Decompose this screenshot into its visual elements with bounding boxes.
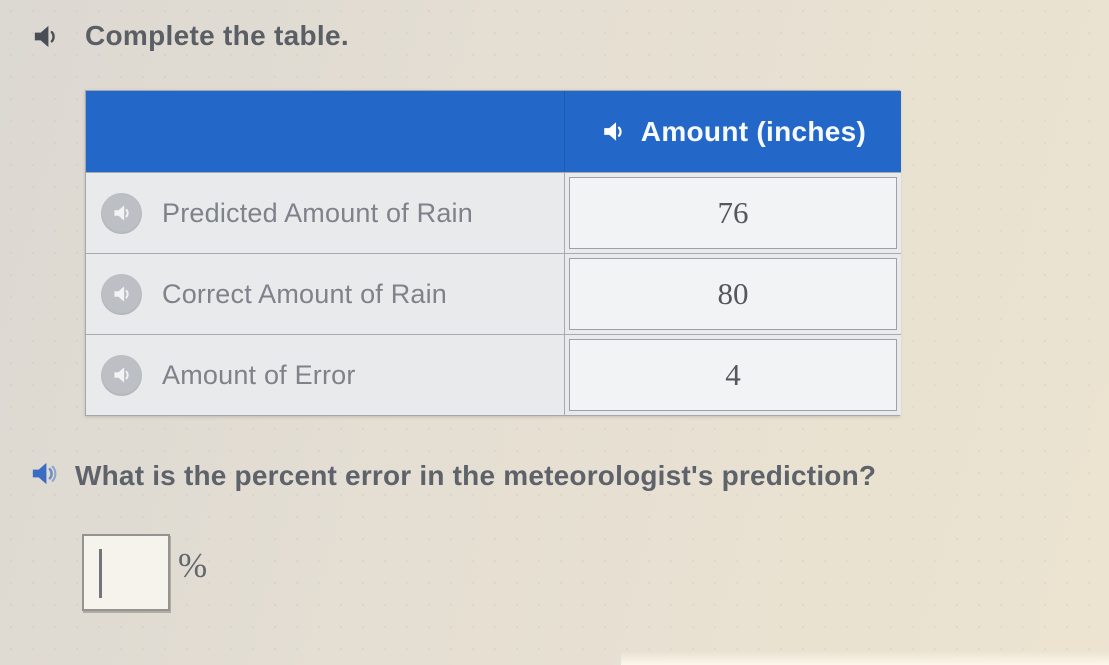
photo-glare	[621, 651, 1109, 665]
speaker-icon[interactable]	[101, 273, 142, 315]
text-cursor	[99, 549, 102, 598]
page-title: Complete the table.	[85, 20, 349, 51]
answer-value	[84, 536, 168, 609]
answer-row: %	[82, 534, 207, 611]
question-row: What is the percent error in the meteoro…	[28, 458, 876, 492]
row-label: Predicted Amount of Rain	[162, 197, 473, 228]
table-row-error-value-cell: 4	[564, 334, 901, 415]
error-amount-input[interactable]: 4	[569, 339, 897, 411]
table-row-predicted-value-cell: 76	[564, 172, 901, 253]
instruction-row: Complete the table.	[30, 20, 349, 52]
column-header-label: Amount (inches)	[640, 115, 867, 147]
row-label: Amount of Error	[162, 359, 356, 390]
speaker-icon[interactable]	[101, 192, 142, 234]
speaker-icon[interactable]	[101, 354, 142, 396]
table-row-predicted-label: Predicted Amount of Rain	[86, 172, 564, 253]
question-text: What is the percent error in the meteoro…	[75, 460, 877, 491]
predicted-amount-input[interactable]: 76	[569, 177, 897, 249]
data-table: Amount (inches) Predicted Amount of Rain…	[85, 90, 901, 416]
speaker-icon[interactable]	[28, 458, 59, 489]
table-header-empty	[86, 91, 564, 172]
percent-error-input[interactable]	[82, 534, 170, 611]
speaker-icon[interactable]	[600, 118, 627, 145]
row-label: Correct Amount of Rain	[162, 278, 448, 309]
correct-amount-input[interactable]: 80	[569, 258, 897, 330]
speaker-icon[interactable]	[30, 21, 61, 52]
table-row-error-label: Amount of Error	[86, 334, 564, 415]
table-row-correct-label: Correct Amount of Rain	[86, 253, 564, 334]
table-header-amount: Amount (inches)	[564, 91, 901, 172]
percent-unit-label: %	[178, 546, 208, 585]
table-row-correct-value-cell: 80	[564, 253, 901, 334]
